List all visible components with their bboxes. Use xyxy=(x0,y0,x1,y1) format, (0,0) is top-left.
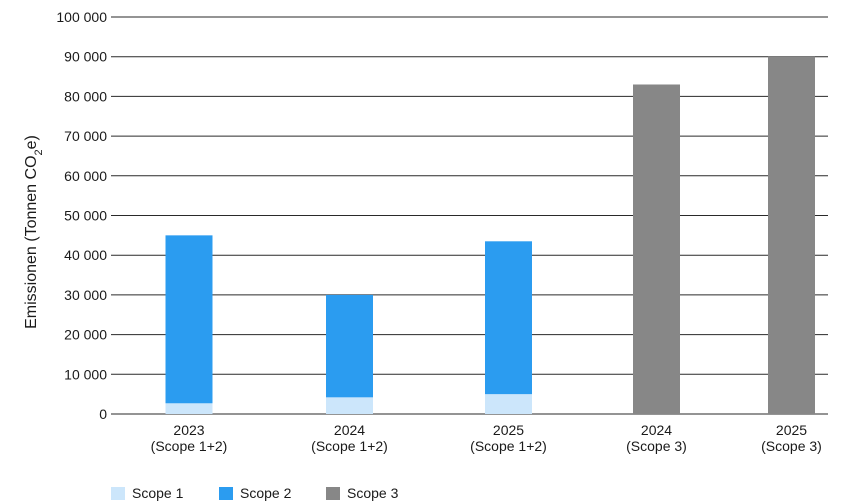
y-tick-label: 90 000 xyxy=(64,49,107,65)
y-tick-label: 50 000 xyxy=(64,208,107,224)
y-axis-label: Emissionen (Tonnen CO2e) xyxy=(23,135,45,329)
x-category-scope: (Scope 3) xyxy=(761,438,822,454)
x-category-scope: (Scope 1+2) xyxy=(470,438,547,454)
bar-scope-1 xyxy=(326,397,373,414)
bar-scope-2 xyxy=(326,294,373,398)
bar-scope-2 xyxy=(485,241,532,395)
bar-scope-3 xyxy=(768,56,815,414)
bar-scope-1 xyxy=(165,403,213,414)
x-category-scope: (Scope 3) xyxy=(626,438,687,454)
y-tick-label: 30 000 xyxy=(64,287,107,303)
y-tick-label: 80 000 xyxy=(64,88,107,104)
y-tick-label: 10 000 xyxy=(64,366,107,382)
legend-label: Scope 3 xyxy=(347,485,399,501)
bars xyxy=(165,56,815,415)
bar-scope-2 xyxy=(165,235,213,404)
gridlines xyxy=(111,16,828,415)
y-axis-ticks: 0 10 000 20 000 30 000 40 000 50 000 60 000 70 … xyxy=(56,9,107,422)
x-category-year: 2023 xyxy=(173,422,204,438)
legend-swatch xyxy=(326,487,340,500)
x-category-scope: (Scope 1+2) xyxy=(311,438,388,454)
x-category-year: 2025 xyxy=(776,422,807,438)
x-category-year: 2024 xyxy=(641,422,672,438)
legend-label: Scope 2 xyxy=(240,485,292,501)
y-tick-label: 60 000 xyxy=(64,168,107,184)
legend-swatch xyxy=(219,487,233,500)
y-tick-label: 20 000 xyxy=(64,327,107,343)
legend: Scope 1 Scope 2 Scope 3 xyxy=(111,485,399,501)
x-axis-categories: 2023(Scope 1+2)2024(Scope 1+2)2025(Scope… xyxy=(151,422,822,454)
x-category-year: 2025 xyxy=(493,422,524,438)
bar-scope-1 xyxy=(485,394,532,414)
legend-swatch xyxy=(111,487,125,500)
y-tick-label: 40 000 xyxy=(64,247,107,263)
legend-label: Scope 1 xyxy=(132,485,184,501)
x-category-scope: (Scope 1+2) xyxy=(151,438,228,454)
y-tick-label: 100 000 xyxy=(56,9,107,25)
x-category-year: 2024 xyxy=(334,422,365,438)
y-tick-label: 70 000 xyxy=(64,128,107,144)
bar-scope-3 xyxy=(633,84,680,415)
y-tick-label: 0 xyxy=(99,406,107,422)
